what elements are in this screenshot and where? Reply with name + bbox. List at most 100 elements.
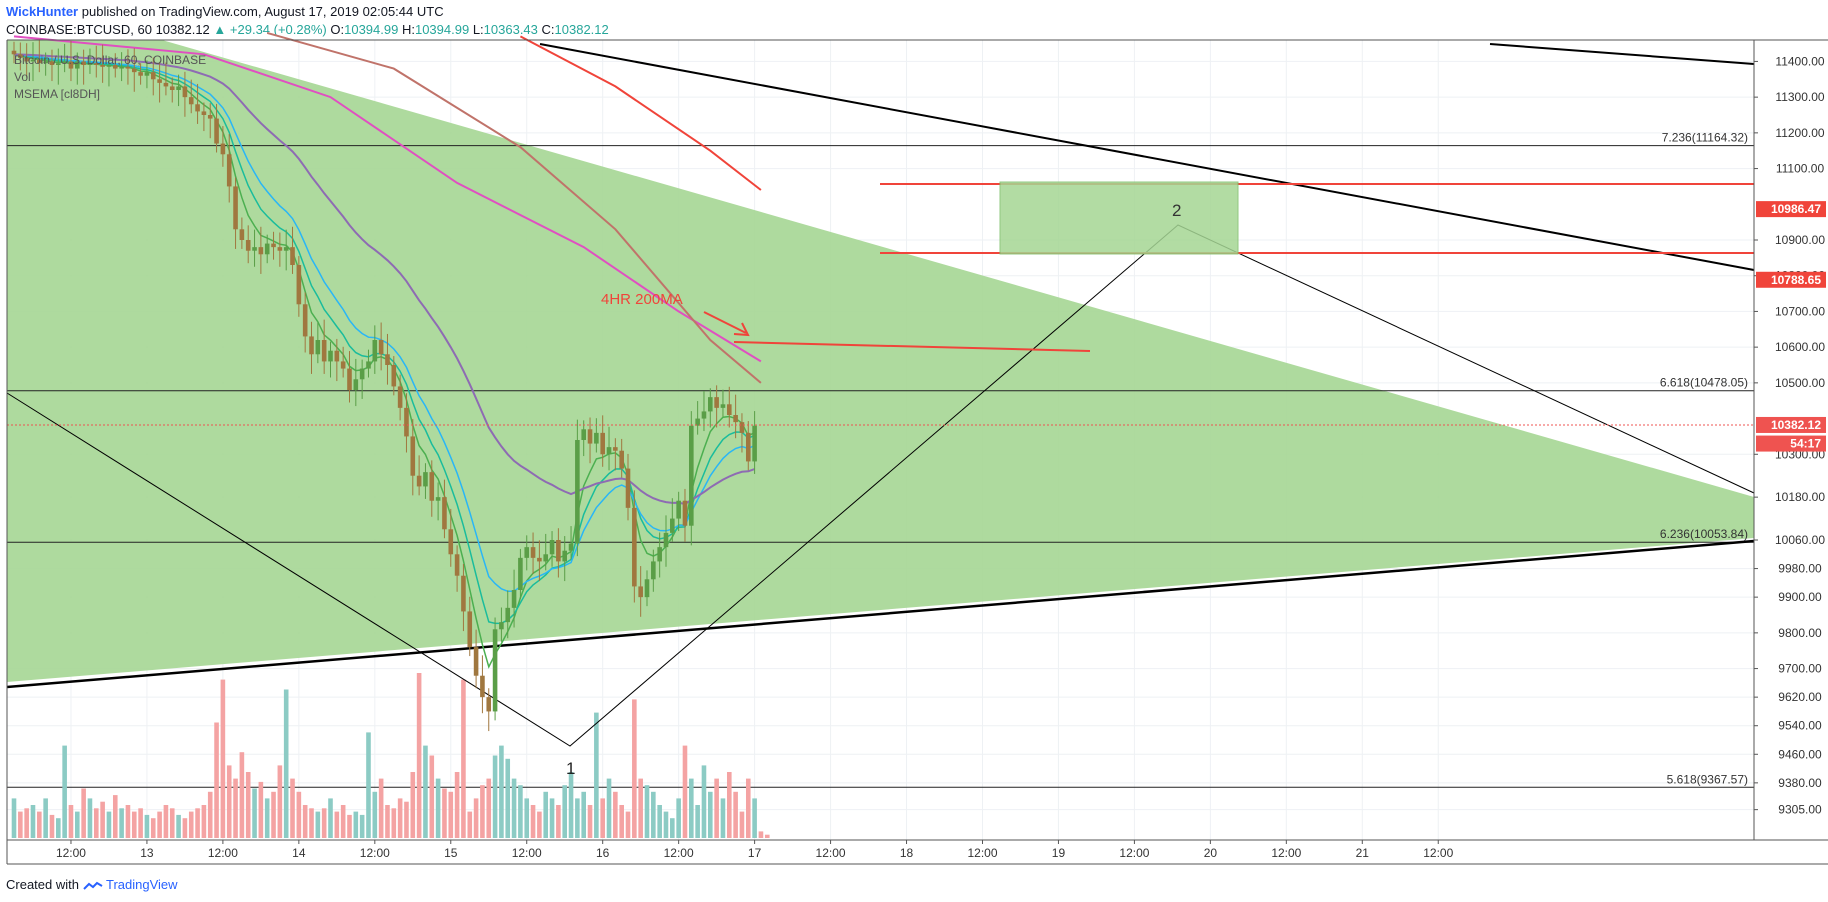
candle-body: [169, 86, 175, 90]
volume-bar: [454, 772, 460, 838]
candle-body: [708, 397, 713, 412]
candle-body: [201, 111, 207, 115]
volume-bar: [315, 811, 321, 838]
volume-bar: [138, 808, 143, 838]
candle-body: [410, 436, 416, 476]
candle-body: [43, 61, 48, 64]
fib-label: 5.618(9367.57): [1667, 772, 1748, 786]
candle-body: [207, 115, 213, 119]
candle-body: [461, 575, 466, 612]
volume-bar: [75, 811, 80, 838]
volume-bar: [157, 811, 162, 838]
candle-body: [391, 365, 397, 387]
wave-1-label: 1: [566, 759, 575, 778]
time-axis[interactable]: 12:00 13 12:00 14 12:00 15 12:00 16 12:00 17 12:00…: [56, 840, 1454, 860]
volume-bar: [739, 811, 745, 838]
close-label: C:: [541, 22, 555, 37]
support-line[interactable]: [6, 539, 1755, 689]
volume-bar: [543, 791, 549, 838]
resistance-line[interactable]: [539, 43, 1755, 271]
candle-body: [188, 97, 194, 105]
volume-bar: [37, 811, 42, 838]
volume-bar: [264, 798, 270, 838]
tradingview-link[interactable]: TradingView: [106, 877, 178, 892]
volume-bar: [549, 798, 555, 838]
volume-bar: [214, 722, 219, 838]
candle-body: [252, 247, 257, 251]
candle-body: [18, 54, 23, 58]
price-tick-label: 9980.00: [1778, 562, 1822, 576]
volume-bar: [340, 805, 346, 838]
volume-bar: [416, 673, 422, 838]
time-tick-label: 13: [140, 846, 154, 860]
volume-bar: [600, 798, 605, 838]
volume-bar: [562, 785, 568, 838]
volume-bar: [764, 834, 770, 838]
volume-bar: [87, 798, 93, 838]
volume-bar: [701, 765, 707, 838]
volume-bar: [448, 791, 454, 838]
volume-bar: [435, 778, 441, 838]
candle-body: [49, 61, 55, 65]
candle-body: [454, 554, 460, 576]
candle-body: [220, 143, 226, 155]
publish-header: WickHunter published on TradingView.com,…: [6, 4, 444, 19]
candle-body: [245, 240, 251, 251]
volume-bar: [201, 805, 207, 838]
volume-bar: [226, 765, 232, 838]
price-tick-label: 9620.00: [1778, 690, 1822, 704]
candle-body: [594, 432, 599, 444]
open-value: 10394.99: [344, 22, 399, 37]
volume-bar: [188, 811, 194, 838]
candle-body: [492, 629, 498, 712]
price-badges: 10986.47 10788.65 10382.12 54:17: [1756, 201, 1826, 452]
volume-bar: [505, 758, 511, 838]
candle-body: [537, 557, 542, 562]
volume-bar: [245, 772, 251, 838]
candle-body: [366, 361, 371, 369]
resistance-line-top[interactable]: [1489, 43, 1755, 65]
annotations: 4HR 200MA 1 2: [566, 201, 1181, 778]
candle-body: [233, 186, 238, 230]
fib-label: 6.236(10053.84): [1660, 527, 1748, 541]
candle-body: [138, 72, 143, 76]
candle-body: [404, 407, 409, 437]
volume-bar: [473, 798, 479, 838]
author-link[interactable]: WickHunter: [6, 4, 79, 19]
volume-bar: [366, 732, 371, 838]
candle-body: [429, 472, 435, 501]
moving-averages: [13, 31, 762, 669]
price-axis-bg: [1754, 40, 1828, 864]
candle-body: [321, 340, 327, 362]
fib-label: 7.236(11164.32): [1662, 131, 1748, 145]
volume-bar: [594, 712, 599, 838]
time-tick-label: 12:00: [1271, 846, 1301, 860]
price-tick-label: 10180.00: [1775, 490, 1825, 504]
target-box[interactable]: [999, 181, 1239, 255]
price-tick-label: 9700.00: [1778, 662, 1822, 676]
candle-body: [100, 65, 105, 67]
volume-bar: [334, 811, 340, 838]
volume-bar: [758, 831, 764, 838]
triangle-zone: [7, 40, 1754, 682]
volume-bar: [112, 795, 118, 838]
volume-bar: [100, 801, 105, 838]
volume-bar: [632, 699, 637, 838]
candle-body: [689, 425, 694, 526]
candle-body: [423, 472, 428, 487]
volume-bar: [638, 778, 643, 838]
volume-bar: [676, 798, 681, 838]
wave-path[interactable]: [6, 224, 1755, 747]
ema-40-line: [13, 53, 755, 505]
volume-bar: [442, 788, 447, 838]
volume-bar: [81, 788, 86, 838]
ma-trend-line[interactable]: [733, 341, 1091, 352]
volume-bar: [499, 745, 504, 838]
volume-bar: [321, 808, 327, 838]
volume-bar: [277, 765, 283, 838]
time-tick-label: 12:00: [208, 846, 238, 860]
candle-body: [682, 500, 688, 526]
price-axis[interactable]: 11400.00 11300.00 11200.00 11100.00 10900.00…: [1754, 54, 1825, 817]
candle-body: [416, 475, 422, 487]
